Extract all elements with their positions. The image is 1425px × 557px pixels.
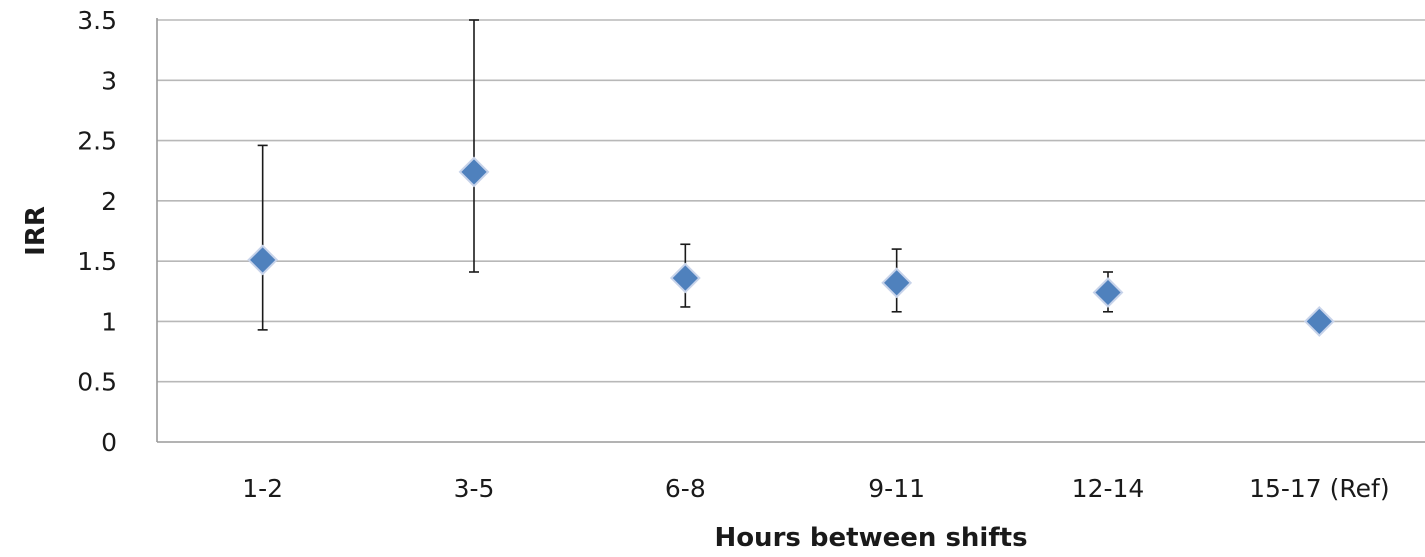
data-points — [247, 156, 1335, 337]
y-tick-label: 0 — [101, 428, 117, 457]
x-tick-label: 9-11 — [868, 474, 925, 503]
data-point-diamond — [1092, 277, 1124, 308]
x-tick-label: 3-5 — [454, 474, 495, 503]
y-tick-label: 1.5 — [77, 247, 117, 276]
x-tick-label: 12-14 — [1072, 474, 1145, 503]
x-axis-title: Hours between shifts — [714, 523, 1027, 553]
gridlines — [157, 19, 1425, 383]
y-tick-label: 3 — [101, 66, 117, 95]
y-tick-label: 2.5 — [77, 127, 117, 156]
y-axis-title: IRR — [21, 206, 51, 256]
data-point-diamond — [1303, 306, 1335, 337]
y-tick-label: 3.5 — [77, 6, 117, 35]
x-tick-labels: 1-2 3-5 6-8 9-11 12-14 15-17 (Ref) — [242, 474, 1389, 503]
axes — [156, 18, 1425, 443]
data-point-diamond — [247, 244, 279, 276]
data-point-diamond — [881, 267, 913, 299]
y-tick-labels: 0 0.5 1 1.5 2 2.5 3 3.5 — [77, 6, 117, 457]
x-tick-label: 15-17 (Ref) — [1249, 474, 1390, 503]
error-bar — [257, 144, 268, 331]
error-bar — [469, 19, 479, 273]
data-point-diamond — [458, 156, 490, 188]
y-tick-label: 1 — [101, 307, 117, 336]
x-tick-label: 6-8 — [665, 474, 706, 503]
data-point-diamond — [669, 262, 701, 294]
y-tick-label: 0.5 — [77, 368, 117, 397]
x-tick-label: 1-2 — [242, 474, 283, 503]
y-tick-label: 2 — [101, 187, 117, 216]
